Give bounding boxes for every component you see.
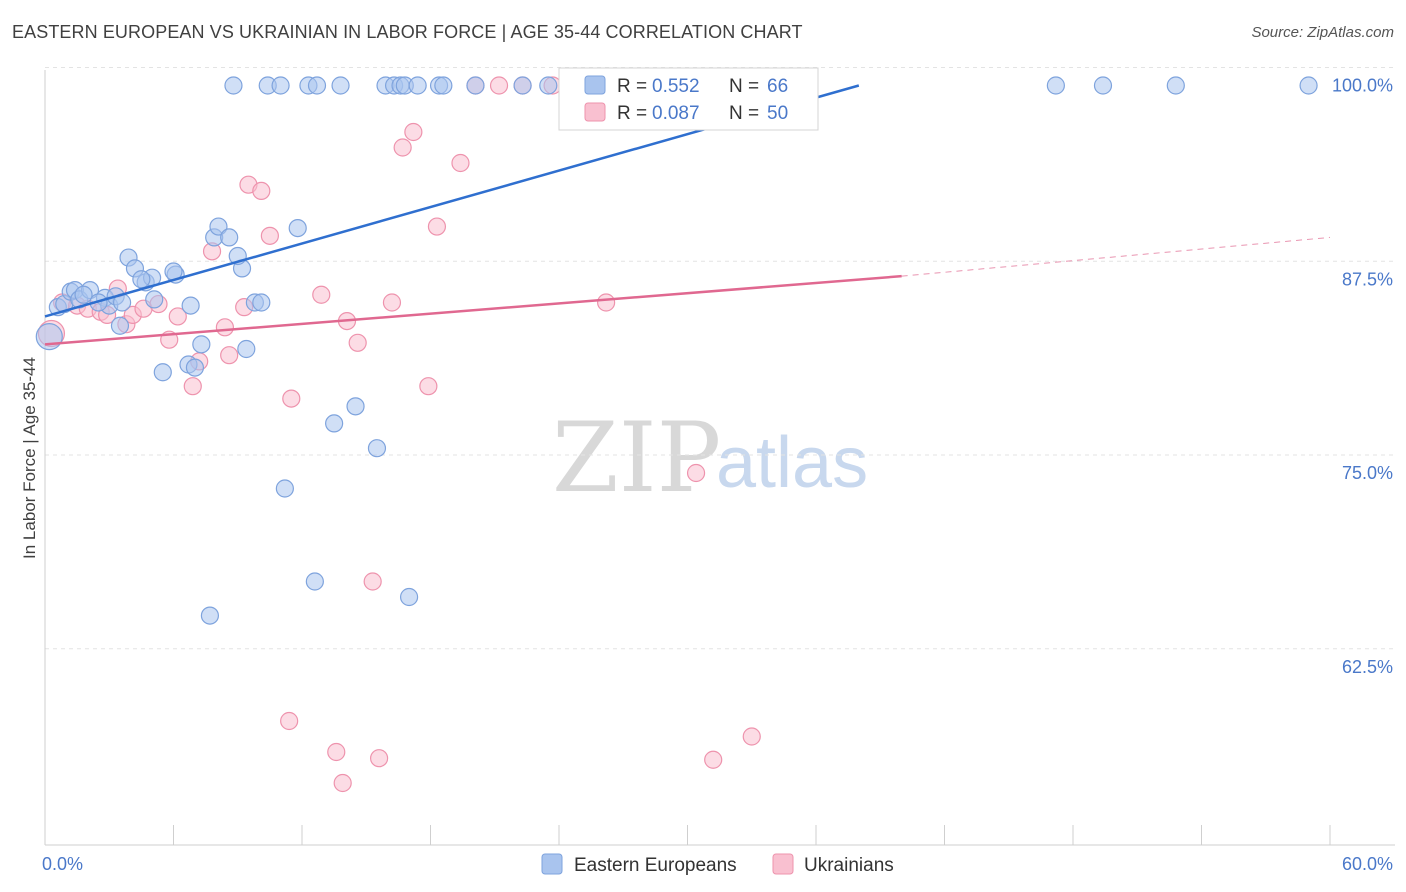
eastern-europeans-point <box>185 358 205 377</box>
legend-n-label-pink: N = <box>729 103 759 124</box>
legend-r-value-blue: 0.552 <box>652 76 700 97</box>
y-tick-labels: 100.0% 87.5% 75.0% 62.5% <box>1332 76 1393 677</box>
eastern-europeans-point <box>271 76 290 95</box>
eastern-europeans-point <box>399 587 419 607</box>
eastern-europeans-point <box>367 439 387 458</box>
legend-series: Eastern Europeans Ukrainians <box>541 853 894 876</box>
eastern-europeans-point <box>1046 76 1065 95</box>
ukrainians-point <box>327 742 346 762</box>
eastern-europeans-point <box>513 76 532 95</box>
legend-r-label-pink: R = <box>617 103 647 124</box>
eastern-europeans-point <box>288 219 307 238</box>
grid <box>45 67 1395 650</box>
eastern-europeans-point <box>209 217 228 236</box>
eastern-europeans-point <box>346 397 365 416</box>
ukrainians-point <box>168 307 187 326</box>
eastern-europeans-point <box>110 316 130 335</box>
ukrainians-point <box>451 153 470 173</box>
eastern-europeans-point <box>305 572 324 591</box>
ukrainians-point <box>704 750 723 769</box>
y-tick-label: 87.5% <box>1342 269 1393 289</box>
y-tick-label: 75.0% <box>1342 463 1393 483</box>
ukrainians-trend-extension <box>901 236 1331 277</box>
ukrainians-point <box>686 463 706 483</box>
eastern-europeans-point <box>192 335 211 354</box>
y-tick-label: 62.5% <box>1342 657 1393 677</box>
legend-swatch-eastern-europeans <box>541 853 563 875</box>
ukrainians-point <box>252 181 271 200</box>
eastern-europeans-point <box>1166 76 1185 95</box>
ukrainians-point <box>404 122 423 142</box>
eastern-europeans-point <box>252 293 271 312</box>
legend-r-value-pink: 0.087 <box>652 103 700 124</box>
y-axis-label: In Labor Force | Age 35-44 <box>20 357 39 559</box>
eastern-europeans-point <box>275 479 294 498</box>
ukrainians-point <box>220 346 239 365</box>
y-tick-label: 100.0% <box>1332 76 1393 96</box>
eastern-europeans-point <box>153 363 172 382</box>
ukrainians-point <box>597 293 616 312</box>
eastern-europeans-point <box>539 76 558 95</box>
ukrainians-point <box>382 293 402 312</box>
eastern-europeans-point <box>1299 76 1318 95</box>
ukrainians-point <box>215 318 234 337</box>
legend-swatch-pink <box>584 102 606 122</box>
ukrainians-point <box>260 226 279 245</box>
axes <box>44 70 1395 846</box>
ukrainians-point <box>312 285 331 304</box>
ukrainians-point <box>393 138 412 157</box>
ukrainians-trend-line <box>44 274 902 346</box>
eastern-europeans-point <box>145 290 164 309</box>
watermark: ZIP atlas <box>552 402 868 514</box>
legend-n-value-blue: 66 <box>767 76 788 97</box>
ukrainians-point <box>280 711 299 731</box>
ukrainians-point <box>489 76 509 95</box>
eastern-europeans-point <box>132 270 151 289</box>
ukrainians-point <box>419 377 438 396</box>
legend-label-ukrainians: Ukrainians <box>804 855 894 876</box>
x-tick-label: 0.0% <box>42 854 83 874</box>
eastern-europeans-point <box>224 76 243 95</box>
legend-label-eastern-europeans: Eastern Europeans <box>574 855 737 876</box>
watermark-zip: ZIP <box>552 402 721 514</box>
source-credit: Source: ZipAtlas.com <box>1251 24 1394 41</box>
ukrainians-point <box>348 333 367 352</box>
eastern-europeans-point <box>1093 76 1113 95</box>
eastern-europeans-point <box>181 296 200 315</box>
legend-n-label-blue: N = <box>729 76 759 97</box>
eastern-europeans-point <box>466 76 485 95</box>
eastern-europeans-point <box>408 76 427 95</box>
eastern-europeans-point <box>35 323 63 351</box>
chart-title: EASTERN EUROPEAN VS UKRAINIAN IN LABOR F… <box>12 22 803 42</box>
eastern-europeans-point <box>434 76 453 95</box>
legend-swatch-blue <box>584 75 606 95</box>
ukrainians-point <box>370 749 389 768</box>
ukrainians-point <box>183 377 202 396</box>
ukrainians-point <box>333 773 352 793</box>
series-eastern-europeans-points <box>35 76 1318 625</box>
eastern-europeans-point <box>331 76 350 95</box>
ukrainians-point <box>363 572 382 591</box>
eastern-europeans-point <box>237 339 256 359</box>
eastern-europeans-point <box>200 606 220 625</box>
legend-swatch-ukrainians <box>772 853 794 875</box>
eastern-europeans-point <box>307 76 327 95</box>
eastern-europeans-point <box>325 414 344 433</box>
watermark-atlas: atlas <box>716 423 868 503</box>
legend-stats: R = 0.552 N = 66 R = 0.087 N = 50 <box>558 67 819 131</box>
ukrainians-point <box>742 727 761 746</box>
x-tick-labels: 0.0% 60.0% <box>42 854 1393 874</box>
ukrainians-point <box>427 217 447 236</box>
eastern-europeans-point <box>74 285 93 304</box>
legend-r-label-blue: R = <box>617 76 647 97</box>
x-tick-label: 60.0% <box>1342 854 1393 874</box>
eastern-europeans-point <box>220 228 239 247</box>
ukrainians-point <box>282 389 301 408</box>
legend-n-value-pink: 50 <box>767 103 788 124</box>
